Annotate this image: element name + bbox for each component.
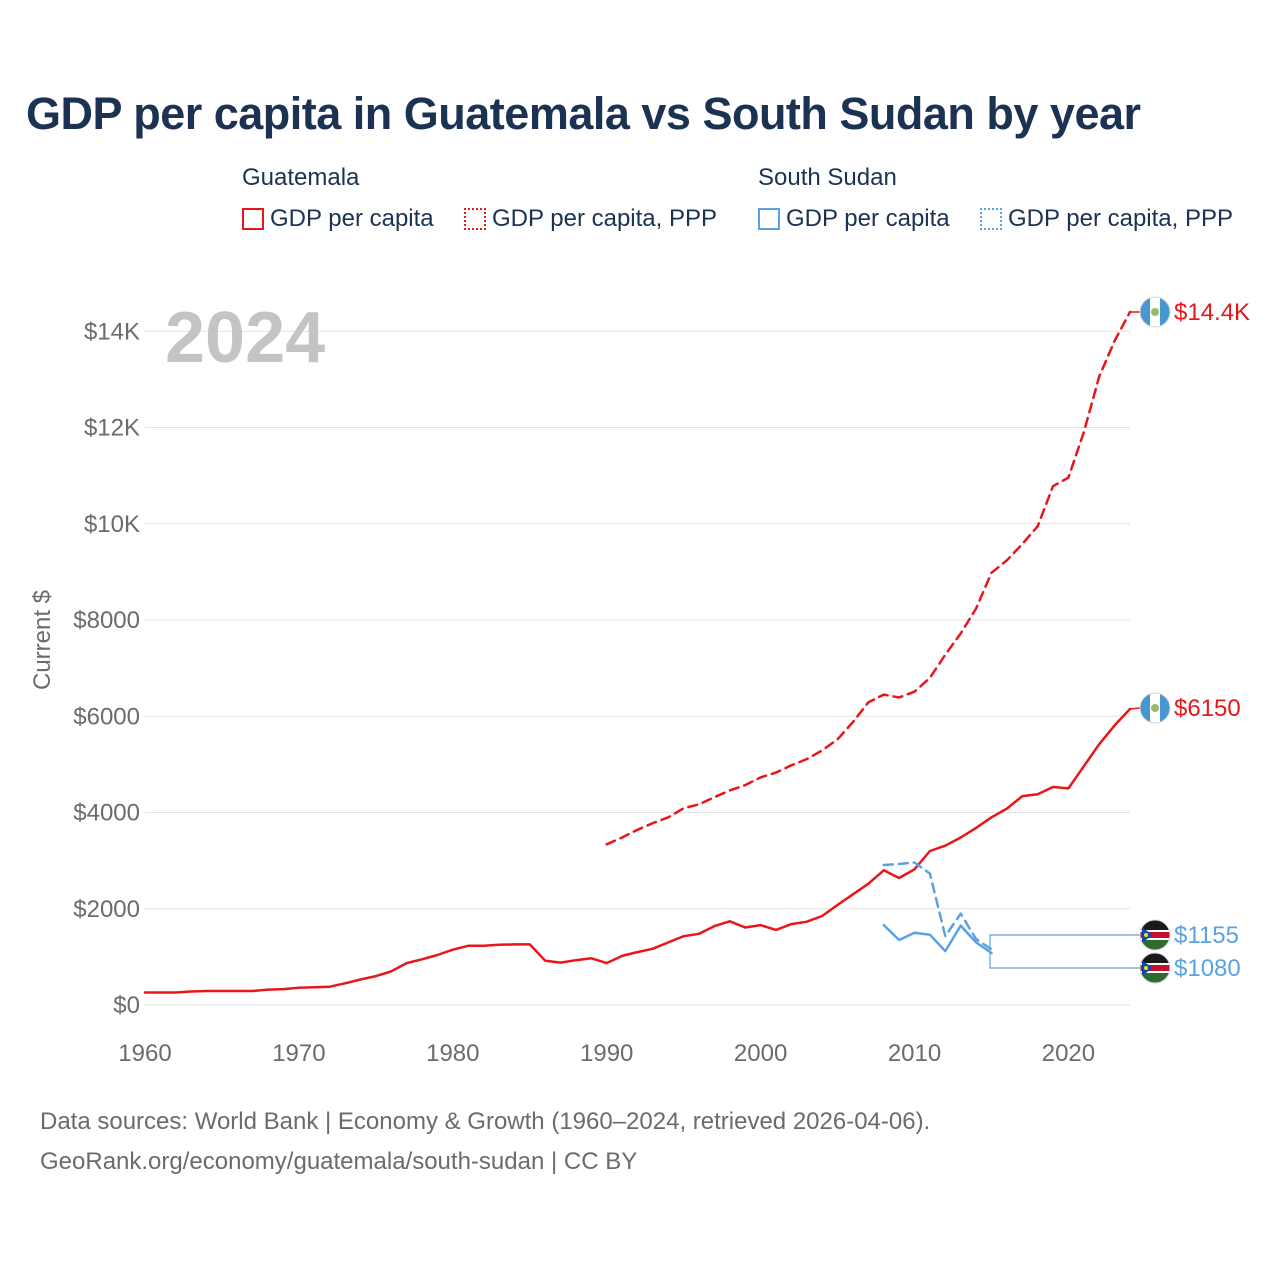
end-connector (989, 934, 1140, 951)
legend-item-south-sudan-gdp[interactable]: GDP per capita (758, 204, 950, 234)
south-sudan-flag-icon (1139, 919, 1171, 951)
end-value-label: $14.4K (1174, 299, 1250, 326)
flag-red-band (1140, 965, 1170, 971)
y-tick-label: $12K (84, 415, 140, 442)
legend-item-guatemala-gdp[interactable]: GDP per capita (242, 204, 434, 234)
x-tick-label: 1970 (272, 1040, 325, 1067)
flag-ring (1139, 692, 1171, 724)
flag-right-stripe (1160, 693, 1170, 723)
flag-left-stripe (1140, 693, 1150, 723)
legend-swatch-solid-icon (242, 208, 264, 230)
flag-right-stripe (1160, 297, 1170, 327)
x-tick-label: 2000 (734, 1040, 787, 1067)
flag-star (1144, 966, 1148, 970)
end-value-label: $6150 (1174, 695, 1241, 722)
y-tick-label: $4000 (73, 800, 140, 827)
guatemala-flag-icon (1139, 692, 1171, 724)
end-connector (1129, 707, 1141, 710)
series-line-south_sudan-ppp (882, 861, 993, 951)
legend-group-south-sudan: South Sudan (758, 164, 897, 191)
y-tick-label: $2000 (73, 896, 140, 923)
flag-star (1144, 933, 1148, 937)
flag-red-band (1140, 932, 1170, 938)
legend-swatch-solid-icon (758, 208, 780, 230)
legend-swatch-dotted-icon (464, 208, 486, 230)
legend-label: GDP per capita, PPP (1008, 205, 1233, 232)
x-tick-label: 2010 (888, 1040, 941, 1067)
flag-emblem (1151, 704, 1159, 712)
legend-label: GDP per capita (270, 205, 434, 232)
y-tick-label: $14K (84, 318, 140, 345)
flag-ring (1139, 919, 1171, 951)
y-tick-label: $0 (113, 992, 140, 1019)
guatemala-flag-icon (1139, 296, 1171, 328)
flag-ring (1139, 952, 1171, 984)
x-tick-label: 1960 (118, 1040, 171, 1067)
series-line-south_sudan (882, 923, 993, 955)
year-label: 2024 (165, 298, 325, 378)
legend-label: GDP per capita (786, 205, 950, 232)
series-line-guatemala-ppp (605, 310, 1132, 846)
y-axis-label: Current $ (29, 590, 56, 690)
legend-item-south-sudan-gdp-ppp[interactable]: GDP per capita, PPP (980, 204, 1233, 234)
end-value-label: $1080 (1174, 955, 1241, 982)
end-connector (989, 952, 1140, 969)
flag-left-stripe (1140, 297, 1150, 327)
flag-ring (1139, 296, 1171, 328)
south-sudan-flag-icon (1139, 952, 1171, 984)
footer-sources: Data sources: World Bank | Economy & Gro… (40, 1108, 931, 1135)
y-tick-label: $10K (84, 511, 140, 538)
x-tick-label: 2020 (1042, 1040, 1095, 1067)
legend-label: GDP per capita, PPP (492, 205, 717, 232)
x-tick-label: 1990 (580, 1040, 633, 1067)
y-tick-label: $8000 (73, 607, 140, 634)
flag-emblem (1151, 308, 1159, 316)
x-tick-label: 1980 (426, 1040, 479, 1067)
series-line-guatemala (143, 707, 1132, 994)
y-tick-label: $6000 (73, 703, 140, 730)
legend-group-guatemala: Guatemala (242, 164, 360, 191)
footer-attribution: GeoRank.org/economy/guatemala/south-suda… (40, 1148, 638, 1175)
legend-swatch-dotted-icon (980, 208, 1002, 230)
end-value-label: $1155 (1174, 922, 1239, 949)
chart-title: GDP per capita in Guatemala vs South Sud… (26, 88, 1141, 139)
legend-item-guatemala-gdp-ppp[interactable]: GDP per capita, PPP (464, 204, 717, 234)
